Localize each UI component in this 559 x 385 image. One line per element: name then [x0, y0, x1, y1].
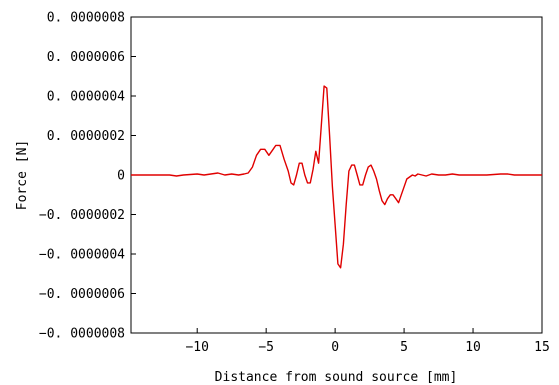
- y-tick-label: −0. 0000002: [39, 208, 125, 223]
- force-series-line: [131, 85, 542, 269]
- y-tick-label: 0. 0000008: [47, 11, 125, 26]
- y-tick-label: 0: [117, 169, 125, 184]
- x-tick-label: −10: [185, 340, 208, 355]
- x-tick-label: 0: [331, 340, 339, 355]
- x-tick-label: −5: [258, 340, 274, 355]
- y-tick-label: 0. 0000002: [47, 129, 125, 144]
- x-axis-ticks: −10 −5 0 5 10 15: [185, 328, 550, 355]
- y-tick-label: −0. 0000006: [39, 287, 125, 302]
- x-axis-title: Distance from sound source [mm]: [215, 370, 458, 385]
- y-tick-label: 0. 0000006: [47, 50, 125, 65]
- x-tick-label: 5: [400, 340, 408, 355]
- x-tick-label: 15: [534, 340, 550, 355]
- y-tick-label: −0. 0000004: [39, 248, 125, 263]
- x-tick-label: 10: [465, 340, 481, 355]
- y-tick-label: −0. 0000008: [39, 327, 125, 342]
- y-axis-ticks: 0. 0000008 0. 0000006 0. 0000004 0. 0000002…: [39, 11, 136, 342]
- y-axis-title: Force [N]: [15, 140, 30, 210]
- y-tick-label: 0. 0000004: [47, 90, 125, 105]
